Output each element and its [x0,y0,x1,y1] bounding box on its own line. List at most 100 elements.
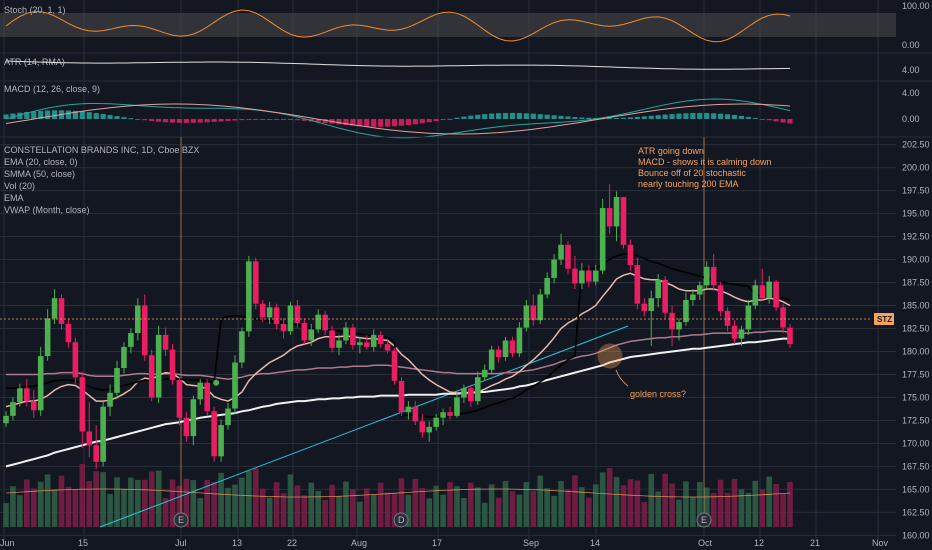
candle[interactable] [37,346,44,416]
candle[interactable] [551,254,557,284]
candle[interactable] [440,408,446,426]
candle[interactable] [620,197,627,249]
candle[interactable] [280,318,287,339]
candle[interactable] [391,347,398,385]
candle[interactable] [30,390,37,418]
candle[interactable] [613,191,620,242]
legend-ema[interactable]: EMA [4,193,24,203]
candle[interactable] [211,406,217,462]
candle[interactable] [752,279,759,310]
candle[interactable] [412,401,419,426]
candle[interactable] [599,198,606,275]
candle[interactable] [405,401,412,420]
candle[interactable] [336,334,342,356]
candle[interactable] [17,383,23,407]
candle[interactable] [65,318,72,348]
candle[interactable] [703,261,710,289]
candle[interactable] [537,288,544,324]
legend-ema20[interactable]: EMA (20, close, 0) [4,157,78,167]
candle[interactable] [606,184,613,234]
candle[interactable] [384,338,391,354]
candle[interactable] [363,334,370,350]
candle[interactable] [481,364,488,381]
candle[interactable] [370,329,377,352]
candle[interactable] [176,377,183,426]
candle[interactable] [544,272,550,299]
candle[interactable] [426,421,433,442]
candle[interactable] [266,301,273,324]
candle[interactable] [433,414,439,431]
candle[interactable] [357,336,363,354]
candle[interactable] [10,397,16,421]
candle[interactable] [648,290,655,346]
candle[interactable] [24,379,30,407]
candle[interactable] [634,257,641,310]
candle[interactable] [225,402,231,430]
candle[interactable] [579,263,585,289]
candle[interactable] [773,279,779,312]
candle[interactable] [343,322,349,345]
legend-smma50[interactable]: SMMA (50, close) [4,169,75,179]
candle[interactable] [79,371,86,449]
candle[interactable] [169,344,176,385]
candle[interactable] [86,402,93,458]
candle[interactable] [232,355,238,415]
candle[interactable] [558,233,564,266]
candle[interactable] [572,255,578,289]
candle[interactable] [461,384,467,403]
candle[interactable] [252,257,259,310]
candle[interactable] [717,281,724,317]
candle[interactable] [197,379,204,405]
candle[interactable] [308,323,315,346]
candle[interactable] [724,307,731,332]
candle[interactable] [51,288,58,324]
candle[interactable] [787,323,793,348]
candle[interactable] [655,274,661,308]
candle[interactable] [148,349,155,402]
candle[interactable] [780,303,786,334]
candle[interactable] [350,323,356,350]
event-marker-1[interactable]: E [173,512,189,528]
candle[interactable] [710,254,717,291]
candle[interactable] [44,309,51,361]
candle[interactable] [530,294,537,326]
candle[interactable] [141,294,148,361]
event-marker-2[interactable]: D [393,512,409,528]
candle[interactable] [662,276,668,319]
candle[interactable] [204,379,211,416]
candle[interactable] [592,265,599,286]
candle[interactable] [301,318,308,345]
candle[interactable] [93,425,99,470]
legend-vwap[interactable]: VWAP (Month, close) [4,205,90,215]
candle[interactable] [683,292,689,326]
note-annotation[interactable]: ATR going down MACD - shows it is calmin… [638,146,772,189]
candle[interactable] [468,384,474,407]
candle[interactable] [377,331,384,348]
candle[interactable] [72,337,79,384]
candle[interactable] [398,377,405,416]
candle[interactable] [190,395,197,446]
candle[interactable] [114,360,120,400]
candle[interactable] [509,336,516,358]
candle[interactable] [627,239,634,271]
candle[interactable] [162,327,169,357]
candle[interactable] [766,276,772,304]
candle[interactable] [585,265,592,288]
candle[interactable] [107,384,113,416]
event-marker-3[interactable]: E [696,512,712,528]
candle[interactable] [690,288,696,306]
candle[interactable] [315,309,322,334]
candle[interactable] [516,322,523,358]
candle[interactable] [454,391,460,418]
candle[interactable] [419,414,426,438]
candle[interactable] [121,342,127,374]
candle[interactable] [676,318,682,341]
candle[interactable] [100,401,106,467]
candle[interactable] [447,406,453,420]
candle[interactable] [294,300,301,328]
candle[interactable] [669,305,675,346]
candle[interactable] [495,345,502,363]
golden-cross-marker[interactable] [597,343,623,369]
candle[interactable] [3,411,9,427]
